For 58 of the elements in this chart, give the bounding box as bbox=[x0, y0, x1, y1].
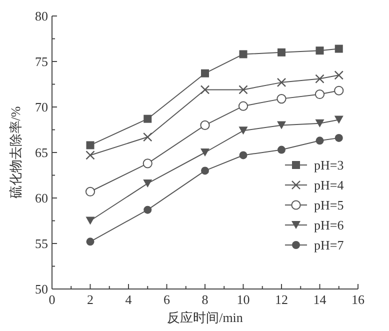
point bbox=[334, 70, 344, 80]
y-tick-label: 60 bbox=[35, 190, 48, 206]
legend-label: pH=7 bbox=[314, 238, 344, 252]
xlabel: 反应时间/min bbox=[167, 310, 243, 325]
point bbox=[86, 216, 95, 225]
point bbox=[200, 85, 210, 94]
point bbox=[276, 94, 286, 104]
x-tick-label: 10 bbox=[236, 292, 250, 307]
point bbox=[278, 48, 286, 56]
point bbox=[278, 146, 286, 154]
point bbox=[276, 78, 286, 88]
legend-label: pH=6 bbox=[314, 218, 344, 232]
legend-label: pH=5 bbox=[314, 198, 344, 212]
point bbox=[142, 158, 152, 168]
point bbox=[86, 141, 94, 150]
x-tick-label: 4 bbox=[125, 292, 132, 307]
point bbox=[314, 89, 325, 100]
point bbox=[238, 101, 248, 111]
point bbox=[144, 114, 152, 123]
point bbox=[238, 85, 248, 94]
x-tick-label: 6 bbox=[164, 292, 170, 307]
point bbox=[315, 119, 324, 128]
x-tick-label: 8 bbox=[202, 292, 208, 307]
point bbox=[144, 206, 152, 214]
point bbox=[334, 44, 343, 53]
point bbox=[86, 238, 94, 246]
point bbox=[315, 74, 324, 84]
point bbox=[143, 179, 152, 188]
point bbox=[86, 150, 95, 160]
legend-label: pH=3 bbox=[314, 158, 344, 172]
point bbox=[334, 116, 344, 124]
point bbox=[201, 69, 209, 78]
x-tick-label: 12 bbox=[275, 292, 288, 307]
legend-label: pH=4 bbox=[314, 178, 344, 192]
point bbox=[316, 136, 324, 145]
x-tick-label: 14 bbox=[313, 292, 327, 307]
point bbox=[239, 50, 248, 58]
y-tick-label: 80 bbox=[35, 8, 48, 24]
point bbox=[200, 120, 210, 130]
point bbox=[239, 151, 248, 160]
point bbox=[277, 121, 286, 130]
point bbox=[143, 132, 152, 142]
ylabel: 硫化物去除率/% bbox=[8, 106, 23, 199]
point bbox=[200, 148, 210, 156]
point bbox=[334, 86, 344, 96]
x-tick-label: 16 bbox=[352, 292, 365, 307]
point bbox=[334, 134, 343, 142]
point bbox=[201, 166, 209, 175]
y-tick-label: 70 bbox=[35, 100, 48, 114]
x-tick-label: 2 bbox=[87, 292, 94, 307]
y-tick-label: 65 bbox=[35, 145, 48, 160]
y-tick-label: 50 bbox=[35, 282, 48, 296]
y-tick-label: 55 bbox=[35, 236, 48, 251]
y-tick-label: 75 bbox=[35, 54, 48, 69]
point bbox=[316, 46, 324, 55]
point bbox=[238, 126, 248, 135]
point bbox=[85, 186, 96, 196]
x-tick-label: 0 bbox=[48, 292, 56, 307]
